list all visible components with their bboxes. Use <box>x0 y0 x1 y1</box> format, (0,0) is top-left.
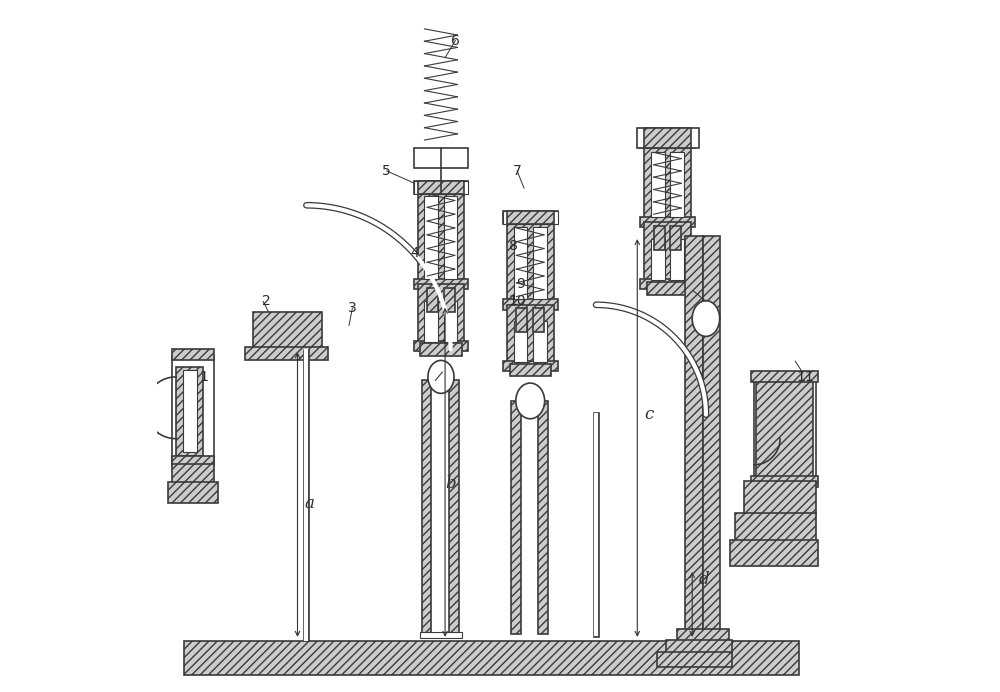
Bar <box>424 301 438 342</box>
Text: a: a <box>304 495 314 512</box>
Bar <box>414 340 468 351</box>
Bar <box>651 239 665 280</box>
Text: 1: 1 <box>199 370 208 384</box>
Bar <box>670 152 684 217</box>
Text: b: b <box>445 475 456 492</box>
Bar <box>444 288 455 311</box>
Bar <box>507 304 554 367</box>
Bar <box>449 381 459 635</box>
Bar <box>754 374 816 483</box>
Bar <box>184 641 799 675</box>
Bar <box>168 482 218 502</box>
Bar <box>418 284 464 346</box>
Bar <box>414 148 468 167</box>
Bar <box>514 321 527 363</box>
Text: c: c <box>644 406 653 423</box>
Text: 8: 8 <box>509 239 518 253</box>
Bar <box>507 212 554 224</box>
Bar <box>503 361 558 372</box>
Bar <box>511 401 521 635</box>
Bar <box>644 222 691 284</box>
Bar <box>514 227 527 300</box>
Bar <box>685 236 703 635</box>
Bar <box>444 197 457 279</box>
Bar <box>172 356 214 463</box>
Bar <box>735 513 816 542</box>
Text: 11: 11 <box>797 370 814 384</box>
Bar <box>644 128 691 148</box>
Bar <box>420 632 462 639</box>
Bar <box>172 349 214 360</box>
Bar <box>507 222 554 304</box>
Text: 6: 6 <box>451 33 460 48</box>
Bar <box>172 456 214 466</box>
Bar <box>533 227 547 300</box>
Bar <box>422 381 431 635</box>
Bar <box>420 343 462 356</box>
Bar <box>427 288 438 311</box>
Bar <box>666 640 732 653</box>
Text: d: d <box>699 571 710 588</box>
Bar <box>414 279 468 289</box>
Bar <box>183 370 197 453</box>
Bar <box>503 212 558 224</box>
Bar <box>533 321 547 363</box>
Bar <box>516 308 527 332</box>
Bar <box>756 379 813 480</box>
Bar <box>657 652 732 667</box>
Bar <box>651 152 665 217</box>
Bar <box>503 212 558 224</box>
Text: 10: 10 <box>508 294 526 309</box>
Bar <box>444 301 457 342</box>
Bar <box>418 192 464 284</box>
Bar <box>744 481 816 514</box>
Bar <box>640 217 695 227</box>
Bar <box>637 128 699 148</box>
Bar <box>510 364 551 376</box>
Bar <box>640 136 695 148</box>
Bar <box>670 239 684 280</box>
Text: 3: 3 <box>348 301 357 316</box>
Bar <box>414 181 468 194</box>
Text: 4: 4 <box>410 246 419 260</box>
Bar <box>644 147 691 222</box>
Ellipse shape <box>428 361 454 393</box>
Bar <box>172 464 214 483</box>
Bar <box>730 540 818 565</box>
Bar <box>751 372 818 382</box>
Bar <box>245 347 328 360</box>
Bar <box>418 181 464 194</box>
Bar <box>703 236 720 635</box>
Text: 2: 2 <box>262 294 271 309</box>
Bar <box>751 476 818 486</box>
Text: 7: 7 <box>513 164 522 178</box>
Ellipse shape <box>516 383 545 419</box>
Bar <box>654 226 665 250</box>
Text: 5: 5 <box>382 164 391 178</box>
Ellipse shape <box>692 301 720 336</box>
Bar <box>503 300 558 309</box>
Bar <box>253 311 322 349</box>
Bar <box>647 282 688 295</box>
Bar <box>677 629 729 641</box>
Bar <box>176 367 203 456</box>
Bar <box>533 308 544 332</box>
Bar <box>424 197 438 279</box>
Bar <box>414 181 468 194</box>
Bar <box>640 279 695 289</box>
Bar <box>538 401 548 635</box>
Bar <box>670 226 681 250</box>
Text: 9: 9 <box>516 277 525 291</box>
